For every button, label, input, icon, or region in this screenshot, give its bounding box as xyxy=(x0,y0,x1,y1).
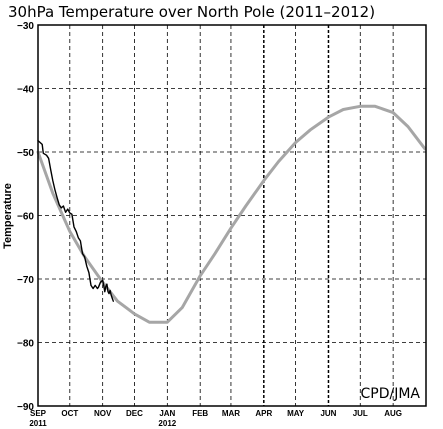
x-tick-label: AUG xyxy=(384,409,402,418)
x-tick-label: JAN xyxy=(159,409,175,418)
x-tick-label: APR xyxy=(255,409,272,418)
climatology-series-line xyxy=(36,104,427,324)
y-tick-label: −60 xyxy=(17,212,34,223)
y-tick-label: −30 xyxy=(17,21,34,32)
plot-frame xyxy=(37,24,427,407)
y-tick-label: −50 xyxy=(17,148,34,159)
x-tick-label: JUN xyxy=(320,409,336,418)
year-label: 2011 xyxy=(29,419,47,428)
y-tick-label: −70 xyxy=(17,275,34,286)
y-tick-label: −90 xyxy=(17,402,34,413)
y-tick-label: −80 xyxy=(17,339,34,350)
x-tick-label: OCT xyxy=(61,409,78,418)
x-tick-label: NOV xyxy=(94,409,112,418)
x-tick-label: JUL xyxy=(353,409,368,418)
observed-series-line xyxy=(37,139,115,302)
chart-title: 30hPa Temperature over North Pole (2011–… xyxy=(8,3,375,21)
x-tick-label: MAR xyxy=(222,409,240,418)
x-tick-labels: SEP OCT NOV DEC JAN FEB MAR APR MAY JUN JUL AUG 2011… xyxy=(29,409,402,428)
y-tick-labels: −30 −40 −50 −60 −70 −80 −90 xyxy=(17,21,34,413)
year-label: 2012 xyxy=(158,419,176,428)
y-tick-label: −40 xyxy=(17,85,34,96)
x-tick-label: MAY xyxy=(287,409,305,418)
data-series xyxy=(36,104,427,324)
y-axis-label: Temperature xyxy=(2,183,14,249)
x-tick-label: SEP xyxy=(30,409,47,418)
x-tick-label: FEB xyxy=(192,409,208,418)
grid-lines xyxy=(38,25,426,406)
credit-annotation: CPD/JMA xyxy=(361,386,421,402)
x-tick-label: DEC xyxy=(126,409,143,418)
